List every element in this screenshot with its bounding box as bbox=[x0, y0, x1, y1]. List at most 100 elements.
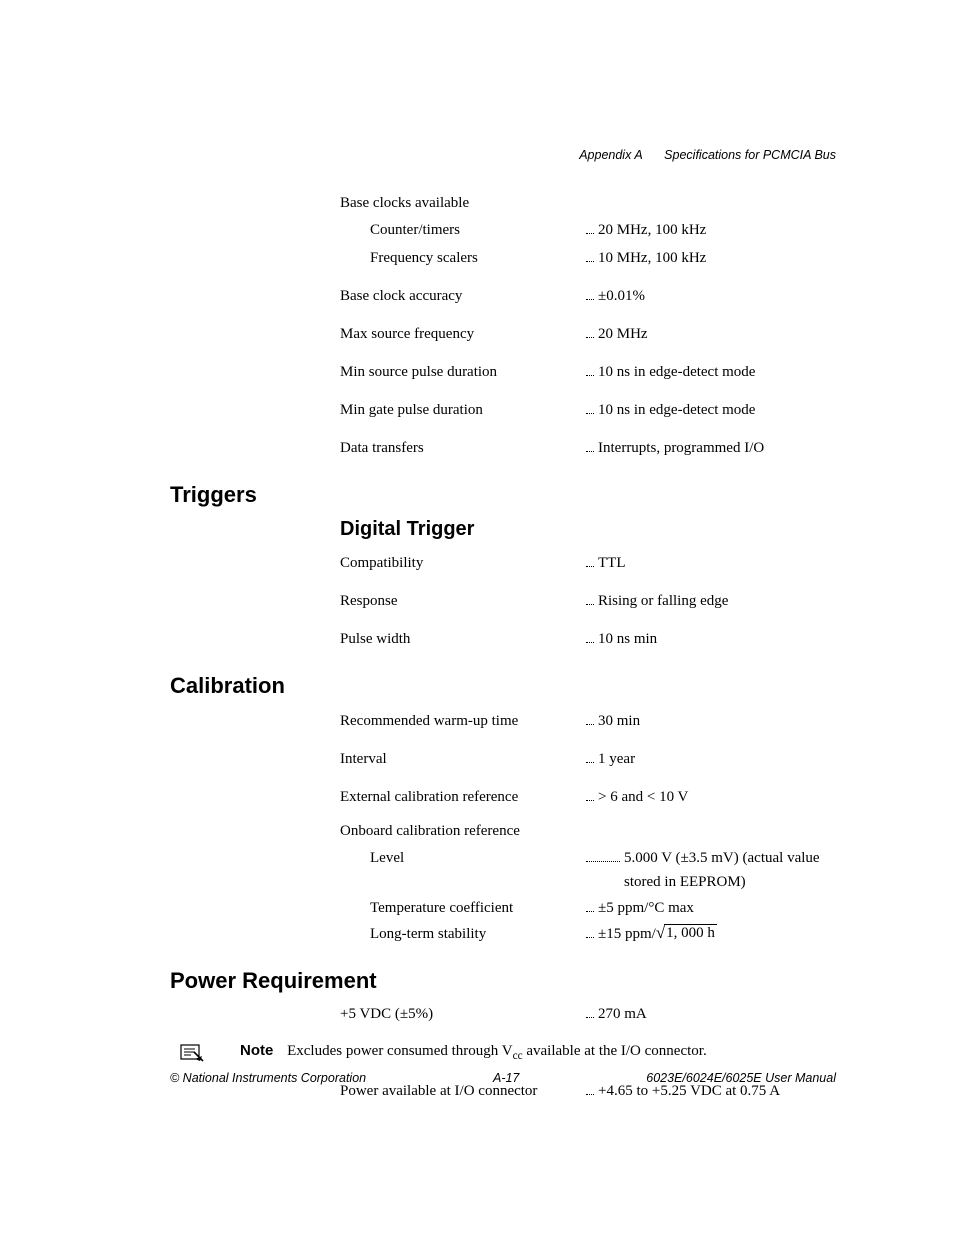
leader-dots bbox=[586, 925, 594, 938]
leader-dots bbox=[586, 712, 594, 725]
spec-label: Recommended warm-up time bbox=[340, 709, 584, 733]
spec-label: Counter/timers bbox=[370, 218, 584, 242]
leader-dots bbox=[586, 1005, 594, 1018]
spec-block: External calibration reference > 6 and <… bbox=[340, 785, 834, 809]
spec-block: Response Rising or falling edge bbox=[340, 589, 834, 613]
spec-value: 10 MHz, 100 kHz bbox=[598, 246, 844, 270]
spec-label: External calibration reference bbox=[340, 785, 584, 809]
spec-label: Long-term stability bbox=[370, 922, 584, 946]
spec-value: 10 ns in edge-detect mode bbox=[598, 398, 844, 422]
spec-block: Recommended warm-up time 30 min bbox=[340, 709, 834, 733]
running-header: Appendix A Specifications for PCMCIA Bus bbox=[579, 148, 836, 162]
footer-right: 6023E/6024E/6025E User Manual bbox=[646, 1071, 836, 1085]
spec-label: Level bbox=[370, 846, 584, 870]
spec-label: Response bbox=[340, 589, 584, 613]
leader-dots bbox=[586, 554, 594, 567]
spec-block: Pulse width 10 ns min bbox=[340, 627, 834, 651]
spec-label: Max source frequency bbox=[340, 322, 584, 346]
spec-value: 30 min bbox=[598, 709, 844, 733]
spec-value: Rising or falling edge bbox=[598, 589, 844, 613]
spec-block: Base clock accuracy ±0.01% bbox=[340, 284, 834, 308]
digital-trigger-heading: Digital Trigger bbox=[340, 518, 834, 541]
spec-value: TTL bbox=[598, 551, 844, 575]
footer-left: © National Instruments Corporation bbox=[170, 1071, 366, 1085]
spec-row: Counter/timers 20 MHz, 100 kHz bbox=[370, 218, 834, 242]
spec-label: Frequency scalers bbox=[370, 246, 584, 270]
leader-dots bbox=[586, 849, 620, 862]
spec-value: Interrupts, programmed I/O bbox=[598, 436, 844, 460]
spec-block: Min source pulse duration 10 ns in edge-… bbox=[340, 360, 834, 384]
leader-dots bbox=[586, 592, 594, 605]
leader-dots bbox=[586, 750, 594, 763]
spec-value: 270 mA bbox=[598, 1002, 844, 1026]
leader-dots bbox=[586, 401, 594, 414]
note-post: available at the I/O connector. bbox=[523, 1043, 707, 1059]
spec-block: Max source frequency 20 MHz bbox=[340, 322, 834, 346]
content: Base clocks available Counter/timers 20 … bbox=[170, 195, 834, 1103]
leader-dots bbox=[586, 439, 594, 452]
spec-value: 1 year bbox=[598, 747, 844, 771]
spec-block: +5 VDC (±5%) 270 mA bbox=[340, 1002, 834, 1026]
footer: © National Instruments Corporation A-17 … bbox=[170, 1071, 836, 1085]
base-clocks-block: Counter/timers 20 MHz, 100 kHz Frequency… bbox=[340, 218, 834, 270]
spec-label: Interval bbox=[340, 747, 584, 771]
leader-dots bbox=[586, 221, 594, 234]
note-subscript: cc bbox=[513, 1050, 523, 1062]
spec-row: Max source frequency 20 MHz bbox=[340, 322, 834, 346]
spec-value: 10 ns min bbox=[598, 627, 844, 651]
footer-center: A-17 bbox=[493, 1071, 519, 1085]
spec-label: Compatibility bbox=[340, 551, 584, 575]
spec-row: Recommended warm-up time 30 min bbox=[340, 709, 834, 733]
triggers-heading: Triggers bbox=[170, 482, 834, 508]
spec-block: Data transfers Interrupts, programmed I/… bbox=[340, 436, 834, 460]
spec-row: Temperature coefficient ±5 ppm/°C max bbox=[370, 896, 834, 920]
sqrt-icon: √1, 000 h bbox=[656, 924, 717, 942]
power-heading: Power Requirement bbox=[170, 968, 834, 994]
spec-row: Base clock accuracy ±0.01% bbox=[340, 284, 834, 308]
spec-row: Pulse width 10 ns min bbox=[340, 627, 834, 651]
spec-row: Data transfers Interrupts, programmed I/… bbox=[340, 436, 834, 460]
spec-row: Interval 1 year bbox=[340, 747, 834, 771]
spec-row: Frequency scalers 10 MHz, 100 kHz bbox=[370, 246, 834, 270]
spec-label: Min source pulse duration bbox=[340, 360, 584, 384]
note-icon bbox=[180, 1042, 204, 1062]
spec-row: +5 VDC (±5%) 270 mA bbox=[340, 1002, 834, 1026]
spec-row: Long-term stability ±15 ppm/√1, 000 h bbox=[370, 922, 834, 946]
leader-dots bbox=[586, 363, 594, 376]
spec-label: Min gate pulse duration bbox=[340, 398, 584, 422]
header-title: Specifications for PCMCIA Bus bbox=[664, 148, 836, 162]
spec-row: Compatibility TTL bbox=[340, 551, 834, 575]
spec-label: Data transfers bbox=[340, 436, 584, 460]
spec-row: External calibration reference > 6 and <… bbox=[340, 785, 834, 809]
leader-dots bbox=[586, 325, 594, 338]
spec-value: ±5 ppm/°C max bbox=[598, 896, 844, 920]
spec-label: +5 VDC (±5%) bbox=[340, 1002, 584, 1026]
leader-dots bbox=[586, 899, 594, 912]
sqrt-value: 1, 000 h bbox=[664, 924, 717, 942]
note-row: Note Excludes power consumed through Vcc… bbox=[180, 1040, 834, 1065]
spec-block: Compatibility TTL bbox=[340, 551, 834, 575]
spec-row: Level 5.000 V (±3.5 mV) (actual value st… bbox=[370, 846, 834, 894]
spec-value: > 6 and < 10 V bbox=[598, 785, 844, 809]
spec-row: Response Rising or falling edge bbox=[340, 589, 834, 613]
note-label: Note bbox=[240, 1042, 273, 1059]
leader-dots bbox=[586, 630, 594, 643]
onboard-cal-block: Level 5.000 V (±3.5 mV) (actual value st… bbox=[340, 846, 834, 946]
spec-row: Min gate pulse duration 10 ns in edge-de… bbox=[340, 398, 834, 422]
note-pre: Excludes power consumed through V bbox=[287, 1043, 513, 1059]
spec-row: Min source pulse duration 10 ns in edge-… bbox=[340, 360, 834, 384]
leader-dots bbox=[586, 788, 594, 801]
spec-value: 10 ns in edge-detect mode bbox=[598, 360, 844, 384]
spec-label: Pulse width bbox=[340, 627, 584, 651]
appendix-label: Appendix A bbox=[579, 148, 642, 162]
spec-label: Base clock accuracy bbox=[340, 284, 584, 308]
spec-value-longterm: ±15 ppm/√1, 000 h bbox=[598, 922, 844, 946]
spec-value: 5.000 V (±3.5 mV) (actual value stored i… bbox=[624, 846, 834, 894]
spec-value: 20 MHz, 100 kHz bbox=[598, 218, 844, 242]
longterm-prefix: ±15 ppm/ bbox=[598, 926, 656, 942]
spec-value: ±0.01% bbox=[598, 284, 844, 308]
spec-block: Interval 1 year bbox=[340, 747, 834, 771]
leader-dots bbox=[586, 249, 594, 262]
leader-dots bbox=[586, 287, 594, 300]
spec-block: Min gate pulse duration 10 ns in edge-de… bbox=[340, 398, 834, 422]
